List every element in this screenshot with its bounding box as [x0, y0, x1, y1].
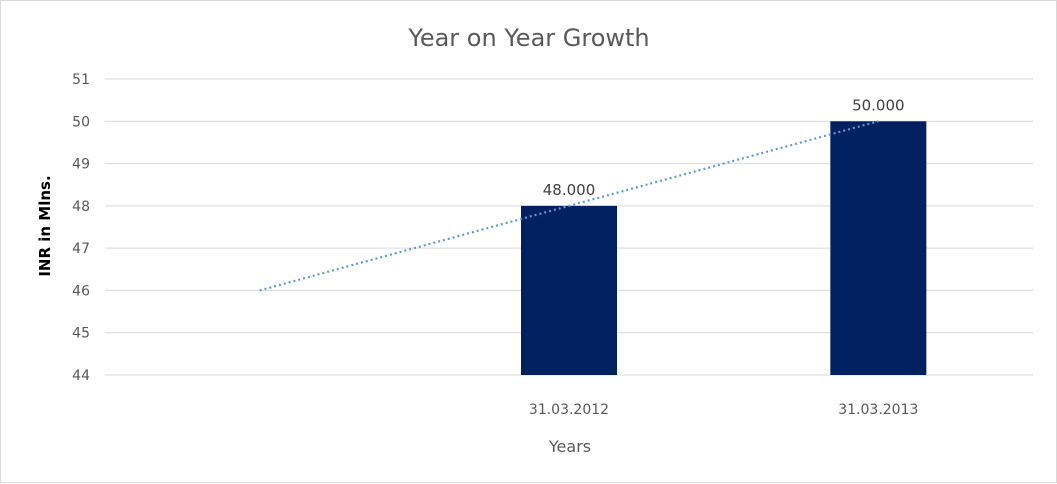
y-tick-label: 48 [72, 199, 90, 215]
x-tick-label: 31.03.2012 [529, 402, 609, 418]
chart-title: Year on Year Growth [407, 24, 649, 52]
data-label: 48.000 [543, 181, 596, 199]
y-tick-label: 46 [72, 283, 90, 299]
x-tick-label: 31.03.2013 [838, 402, 918, 418]
data-label: 50.000 [852, 96, 905, 114]
data-labels: 48.000 50.000 [543, 96, 905, 199]
x-axis-ticks: 31.03.2012 31.03.2013 [529, 402, 919, 418]
y-tick-label: 50 [72, 114, 90, 130]
x-axis-label: Years [548, 437, 591, 456]
y-axis-label: INR in Mlns. [36, 175, 54, 276]
y-tick-label: 47 [72, 241, 90, 257]
trendline-group [259, 120, 879, 292]
y-tick-label: 49 [72, 157, 90, 173]
bars [521, 121, 927, 376]
y-tick-label: 45 [72, 326, 90, 342]
bar [830, 121, 927, 376]
trendline [259, 120, 879, 292]
bar [521, 205, 617, 375]
y-tick-label: 51 [72, 72, 90, 88]
y-axis-ticks: 44 45 46 47 48 49 50 51 [72, 72, 90, 384]
y-tick-label: 44 [72, 368, 90, 384]
